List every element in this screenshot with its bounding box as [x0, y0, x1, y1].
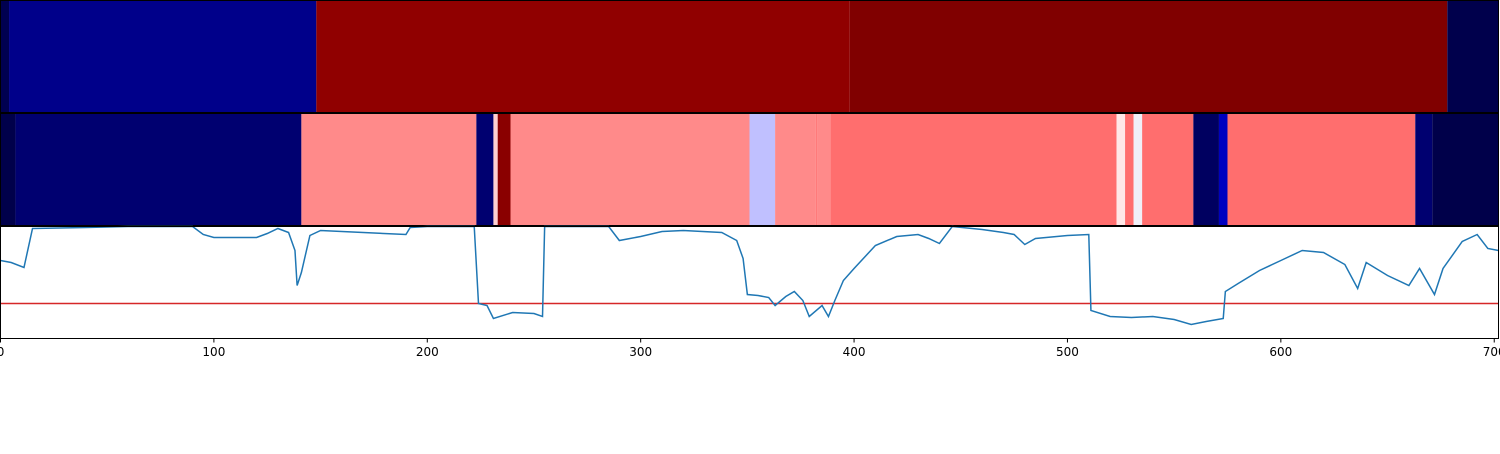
- strip-segment: [1227, 113, 1416, 226]
- strip-segment: [301, 113, 477, 226]
- x-tick-label: 500: [1056, 345, 1079, 359]
- strip-segment: [1447, 0, 1499, 113]
- series-line: [0, 225, 1499, 326]
- strip-segment: [1116, 113, 1126, 226]
- x-tick-label: 400: [843, 345, 866, 359]
- panel-frame: [0, 113, 1499, 226]
- x-tick-label: 0: [0, 345, 4, 359]
- x-tick-label: 700: [1483, 345, 1500, 359]
- strip-segment: [476, 113, 494, 226]
- strip-segment: [1415, 113, 1433, 226]
- strip-segment: [775, 113, 816, 226]
- strip-segment: [1193, 113, 1219, 226]
- strip-segment: [9, 0, 317, 113]
- strip-segment: [497, 113, 511, 226]
- x-tick-label: 300: [629, 345, 652, 359]
- strip-segment: [0, 0, 10, 113]
- x-tick-label: 200: [416, 345, 439, 359]
- panel-frame: [0, 226, 1499, 339]
- strip-segment: [1142, 113, 1194, 226]
- strip-segment: [1125, 113, 1134, 226]
- strip-segment: [815, 113, 818, 226]
- strip-segment: [1218, 113, 1228, 226]
- x-tick-label: 600: [1269, 345, 1292, 359]
- panel-frame: [0, 0, 1499, 113]
- strip-segment: [749, 113, 776, 226]
- x-tick-label: 100: [202, 345, 225, 359]
- strip-segment: [1432, 113, 1499, 226]
- strip-segment: [493, 113, 498, 226]
- strip-segment: [510, 113, 750, 226]
- strip-segment: [316, 0, 850, 113]
- strip-segment: [0, 113, 16, 226]
- strip-segment: [1133, 113, 1143, 226]
- strip-segment: [849, 0, 1448, 113]
- strip-segment: [830, 113, 1117, 226]
- strip-segment: [15, 113, 302, 226]
- strip-segment: [817, 113, 831, 226]
